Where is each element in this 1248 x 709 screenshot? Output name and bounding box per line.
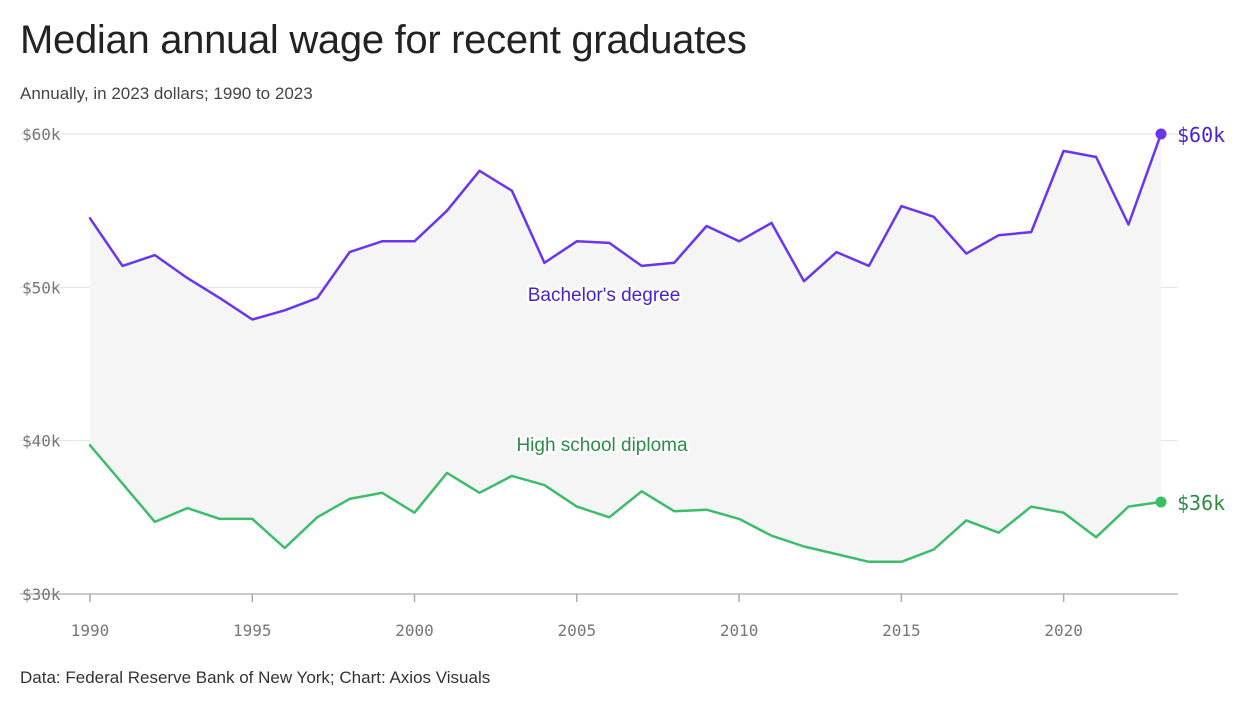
- y-tick-label: $50k: [22, 278, 61, 297]
- x-tick-label: 2020: [1044, 621, 1083, 640]
- y-tick-label: $30k: [22, 585, 61, 604]
- x-tick-label: 2000: [395, 621, 434, 640]
- series-end-dot-1: [1155, 496, 1167, 508]
- chart-source: Data: Federal Reserve Bank of New York; …: [20, 668, 491, 687]
- x-tick-label: 1990: [71, 621, 110, 640]
- fill-layer: [90, 134, 1161, 562]
- grid-layer: $30k $40k $50k $60k: [20, 125, 1178, 604]
- series-name-label-1: High school diploma: [516, 435, 688, 456]
- series-line-1: [88, 444, 1163, 564]
- series-layer: [88, 128, 1167, 564]
- y-tick-label: $60k: [22, 125, 61, 144]
- series-name-label-0: Bachelor's degree: [528, 285, 681, 306]
- series-end-dot-0: [1155, 128, 1167, 140]
- x-tick-label: 2010: [720, 621, 759, 640]
- chart-title: Median annual wage for recent graduates: [20, 18, 747, 62]
- area-between-series: [90, 134, 1161, 562]
- y-tick-label: $40k: [22, 432, 61, 451]
- series-end-label-1: $36k: [1177, 491, 1225, 515]
- label-layer: $60k $36k Bachelor's degree High school dip…: [514, 123, 1225, 515]
- axis-layer: 1990 1995 2000 2005 2010 2015 2020: [71, 594, 1083, 640]
- x-tick-label: 2005: [558, 621, 597, 640]
- series-line-0: [88, 132, 1163, 321]
- x-tick-label: 1995: [233, 621, 272, 640]
- series-end-label-0: $60k: [1177, 123, 1225, 147]
- chart-subtitle: Annually, in 2023 dollars; 1990 to 2023: [20, 84, 313, 103]
- x-tick-label: 2015: [882, 621, 921, 640]
